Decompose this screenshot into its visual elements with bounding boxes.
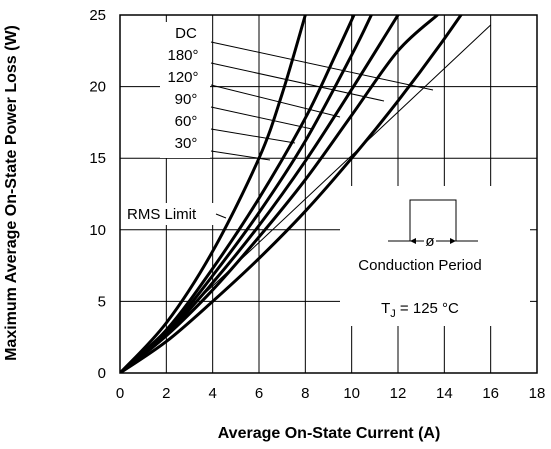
x-tick-label: 10 — [343, 385, 360, 402]
y-tick-label: 25 — [89, 7, 106, 24]
x-tick-label: 16 — [482, 385, 499, 402]
phi-arrow-right — [450, 238, 456, 244]
legend-label-bg — [160, 22, 210, 158]
conduction-period-label: Conduction Period — [358, 257, 481, 274]
y-tick-label: 0 — [98, 365, 106, 382]
tick-labels: 0 2 4 6 8 10 12 14 16 18 0 5 10 15 20 25 — [89, 7, 545, 402]
x-tick-label: 0 — [116, 385, 124, 402]
curve-180deg — [120, 15, 439, 373]
phi-arrow-left — [410, 238, 416, 244]
leader-line — [210, 106, 313, 130]
axes — [119, 14, 538, 374]
y-axis-title: Maximum Average On-State Power Loss (W) — [3, 25, 20, 361]
conduction-waveform — [388, 199, 478, 242]
curve-90deg — [120, 15, 373, 373]
x-tick-label: 18 — [529, 385, 546, 402]
curve-60deg — [120, 15, 356, 373]
y-tick-label: 20 — [89, 79, 106, 96]
x-tick-label: 6 — [255, 385, 263, 402]
curve-label: 120° — [167, 69, 198, 86]
curve-label: 30° — [175, 135, 198, 152]
phi-bg — [424, 235, 436, 247]
curve-label: 60° — [175, 113, 198, 130]
curves — [120, 15, 463, 373]
curve-label: DC — [175, 25, 197, 42]
x-axis-title: Average On-State Current (A) — [218, 425, 441, 442]
y-tick-label: 5 — [98, 293, 106, 310]
rms-limit-label: RMS Limit — [127, 206, 197, 223]
leader-line — [210, 150, 271, 161]
annotations: DC 180° 120° 90° 60° 30° RMS Limit ø Conduction … — [124, 22, 530, 326]
inset-bg — [340, 186, 530, 326]
curve-30deg — [120, 15, 307, 373]
x-tick-label: 12 — [390, 385, 407, 402]
leader-line — [210, 128, 296, 144]
x-tick-label: 2 — [162, 385, 170, 402]
curve-label: 90° — [175, 91, 198, 108]
leader-line — [210, 41, 434, 91]
x-tick-label: 14 — [436, 385, 453, 402]
rms-leader — [215, 213, 227, 219]
y-tick-label: 10 — [89, 222, 106, 239]
phi-symbol: ø — [425, 233, 434, 250]
leader-line — [210, 62, 385, 102]
x-tick-label: 4 — [208, 385, 216, 402]
junction-temp-label: TJ = 125 °C — [381, 300, 459, 320]
leader-line — [210, 84, 341, 118]
y-tick-label: 15 — [89, 150, 106, 167]
plot-frame — [119, 14, 538, 374]
curve-label: 180° — [167, 47, 198, 64]
x-tick-label: 8 — [301, 385, 309, 402]
curve-dc — [120, 15, 463, 373]
rms-label-bg — [124, 203, 216, 225]
